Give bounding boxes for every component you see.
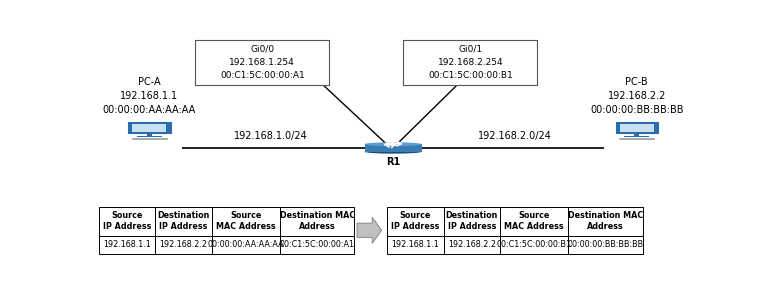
FancyBboxPatch shape — [500, 236, 568, 254]
FancyBboxPatch shape — [99, 236, 155, 254]
FancyBboxPatch shape — [155, 207, 212, 236]
Text: Destination MAC
Address: Destination MAC Address — [280, 211, 355, 231]
Ellipse shape — [364, 150, 422, 154]
FancyBboxPatch shape — [132, 138, 166, 139]
Text: Gi0/0
192.168.1.254
00:C1:5C:00:00:A1: Gi0/0 192.168.1.254 00:C1:5C:00:00:A1 — [220, 45, 304, 80]
Text: 192.168.1.0/24: 192.168.1.0/24 — [235, 131, 308, 141]
Text: 192.168.2.2: 192.168.2.2 — [448, 241, 495, 249]
Text: 192.168.1.1: 192.168.1.1 — [104, 241, 151, 249]
FancyBboxPatch shape — [212, 236, 280, 254]
Text: 00:00:00:AA:AA:AA: 00:00:00:AA:AA:AA — [208, 241, 285, 249]
FancyBboxPatch shape — [387, 207, 443, 236]
Text: 192.168.1.1: 192.168.1.1 — [391, 241, 439, 249]
Text: 192.168.2.2: 192.168.2.2 — [160, 241, 208, 249]
Text: Destination
IP Address: Destination IP Address — [157, 211, 209, 231]
Polygon shape — [357, 217, 382, 243]
FancyBboxPatch shape — [280, 207, 354, 236]
FancyBboxPatch shape — [280, 236, 354, 254]
Ellipse shape — [364, 142, 422, 146]
Text: 00:00:00:BB:BB:BB: 00:00:00:BB:BB:BB — [568, 241, 644, 249]
Text: Source
MAC Address: Source MAC Address — [216, 211, 276, 231]
FancyBboxPatch shape — [443, 236, 500, 254]
FancyBboxPatch shape — [137, 136, 162, 137]
FancyBboxPatch shape — [620, 124, 653, 132]
Text: Source
IP Address: Source IP Address — [103, 211, 151, 231]
FancyBboxPatch shape — [616, 122, 658, 133]
Text: Destination
IP Address: Destination IP Address — [446, 211, 498, 231]
FancyBboxPatch shape — [403, 40, 537, 85]
Text: R1: R1 — [386, 157, 400, 167]
Text: 192.168.2.0/24: 192.168.2.0/24 — [478, 131, 552, 141]
FancyBboxPatch shape — [443, 207, 500, 236]
Text: 00:C1:5C:00:00:B1: 00:C1:5C:00:00:B1 — [497, 241, 571, 249]
FancyBboxPatch shape — [155, 236, 212, 254]
FancyBboxPatch shape — [212, 207, 280, 236]
FancyBboxPatch shape — [620, 138, 654, 139]
FancyBboxPatch shape — [128, 122, 170, 133]
FancyBboxPatch shape — [196, 40, 329, 85]
FancyBboxPatch shape — [147, 133, 152, 136]
Text: PC-B
192.168.2.2
00:00:00:BB:BB:BB: PC-B 192.168.2.2 00:00:00:BB:BB:BB — [590, 77, 683, 115]
FancyBboxPatch shape — [624, 136, 650, 137]
FancyBboxPatch shape — [634, 133, 639, 136]
Text: PC-A
192.168.1.1
00:00:00:AA:AA:AA: PC-A 192.168.1.1 00:00:00:AA:AA:AA — [103, 77, 196, 115]
FancyBboxPatch shape — [500, 207, 568, 236]
Text: Source
IP Address: Source IP Address — [391, 211, 439, 231]
Text: Destination MAC
Address: Destination MAC Address — [568, 211, 644, 231]
Text: Gi0/1
192.168.2.254
00:C1:5C:00:00:B1: Gi0/1 192.168.2.254 00:C1:5C:00:00:B1 — [428, 45, 512, 80]
Text: Source
MAC Address: Source MAC Address — [505, 211, 564, 231]
FancyBboxPatch shape — [387, 236, 443, 254]
FancyBboxPatch shape — [568, 207, 643, 236]
FancyBboxPatch shape — [568, 236, 643, 254]
FancyBboxPatch shape — [99, 207, 155, 236]
Text: 00:C1:5C:00:00:A1: 00:C1:5C:00:00:A1 — [280, 241, 355, 249]
FancyBboxPatch shape — [364, 144, 422, 152]
FancyBboxPatch shape — [133, 124, 166, 132]
